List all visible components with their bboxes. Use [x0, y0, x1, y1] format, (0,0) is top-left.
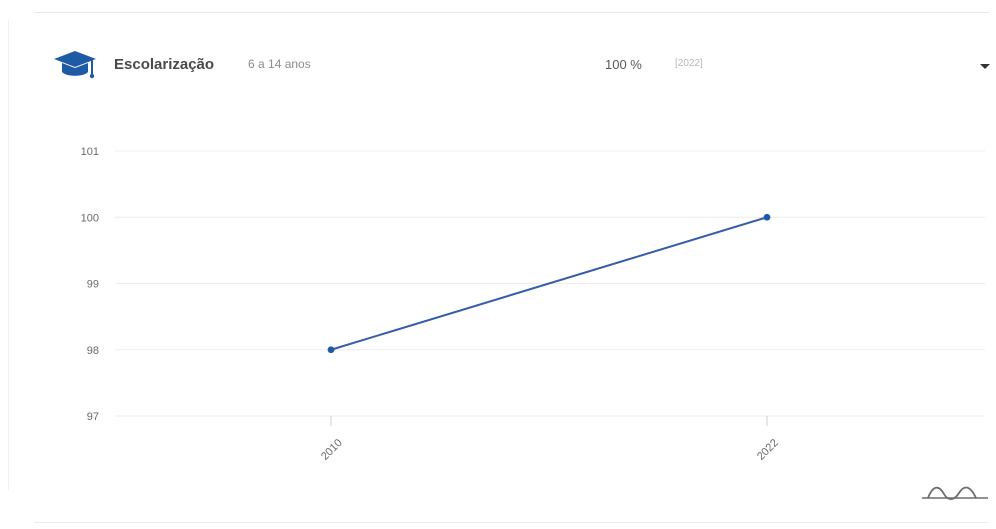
chart-switch-button[interactable] — [920, 480, 990, 502]
indicator-subtitle: 6 a 14 anos — [248, 57, 311, 71]
data-point — [763, 213, 771, 221]
y-tick-label: 97 — [87, 411, 99, 423]
x-tick-label: 2010 — [319, 437, 345, 463]
y-tick-label: 99 — [87, 279, 99, 291]
y-tick-label: 101 — [81, 146, 99, 158]
graduation-cap-icon — [52, 48, 102, 84]
caret-down-icon — [980, 64, 990, 69]
left-border — [8, 20, 9, 490]
y-tick-label: 98 — [87, 345, 99, 357]
indicator-year: [2022] — [675, 58, 703, 69]
x-tick-label: 2022 — [755, 437, 781, 463]
chart-view-icon — [922, 486, 988, 501]
dropdown-toggle[interactable] — [977, 58, 993, 74]
bottom-divider — [34, 522, 989, 523]
indicator-value: 100 % — [605, 57, 642, 72]
top-divider — [34, 12, 989, 13]
y-tick-label: 100 — [81, 212, 99, 224]
data-point — [327, 346, 335, 354]
indicator-title: Escolarização — [114, 56, 215, 73]
series-line — [330, 216, 768, 351]
indicator-header: Escolarização 6 a 14 anos 100 % [2022] — [52, 48, 996, 84]
